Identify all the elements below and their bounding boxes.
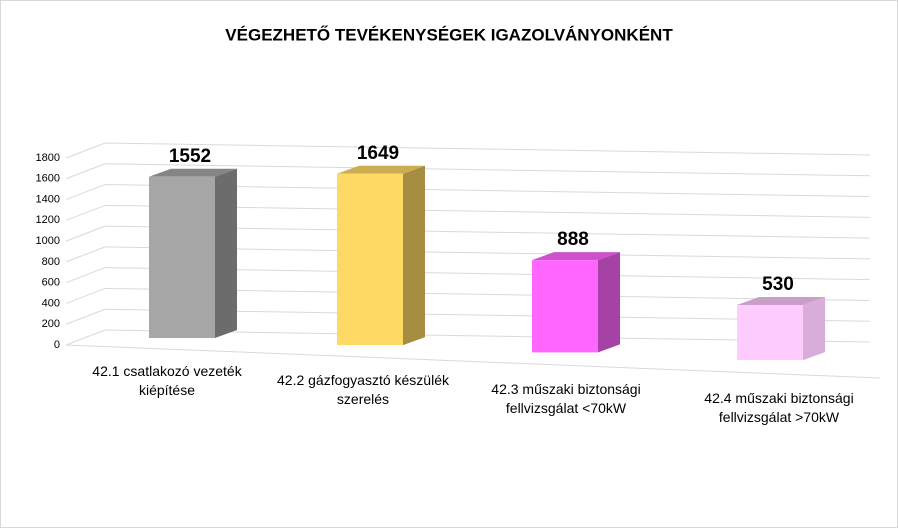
x-tick-label: 42.1 csatlakozó vezeték kiépítése bbox=[92, 363, 242, 398]
value-label: 888 bbox=[557, 229, 589, 250]
chart-title: VÉGEZHETŐ TEVÉKENYSÉGEK IGAZOLVÁNYONKÉNT bbox=[225, 25, 673, 44]
y-tick-label: 1000 bbox=[36, 235, 60, 247]
x-tick-label: 42.4 műszaki biztonsági fellvizsgálat >7… bbox=[704, 390, 854, 425]
bar-top bbox=[737, 297, 825, 306]
grid-line bbox=[65, 163, 871, 180]
bar-top bbox=[149, 168, 237, 177]
value-label: 530 bbox=[762, 274, 794, 295]
bar-side bbox=[215, 168, 237, 339]
y-tick-label: 0 bbox=[54, 339, 60, 351]
y-tick-label: 1800 bbox=[36, 152, 60, 164]
grid-line bbox=[65, 184, 871, 201]
y-tick-label: 1400 bbox=[36, 193, 60, 205]
x-tick-label: 42.2 gázfogyasztó készülék szerelés bbox=[277, 372, 449, 407]
x-tick-label: 42.3 műszaki biztonsági fellvizsgálat <7… bbox=[491, 381, 641, 416]
y-tick-label: 600 bbox=[42, 277, 60, 289]
grid-line bbox=[65, 204, 871, 221]
bar bbox=[149, 176, 215, 339]
floor-line bbox=[65, 344, 881, 379]
bar-side bbox=[803, 297, 825, 361]
bar-top bbox=[337, 165, 425, 174]
bar-side bbox=[403, 165, 425, 346]
bar bbox=[532, 260, 598, 353]
bar bbox=[737, 305, 803, 361]
value-label: 1552 bbox=[169, 146, 211, 167]
grid-line bbox=[65, 142, 871, 159]
y-tick-label: 1600 bbox=[36, 173, 60, 185]
y-tick-label: 1200 bbox=[36, 214, 60, 226]
y-tick-label: 200 bbox=[42, 318, 60, 330]
grid-line bbox=[65, 225, 871, 242]
y-tick-label: 800 bbox=[42, 256, 60, 268]
bar bbox=[337, 173, 403, 346]
bar-top bbox=[532, 252, 620, 261]
bar-side bbox=[598, 252, 620, 353]
y-tick-label: 400 bbox=[42, 297, 60, 309]
value-label: 1649 bbox=[357, 143, 399, 164]
